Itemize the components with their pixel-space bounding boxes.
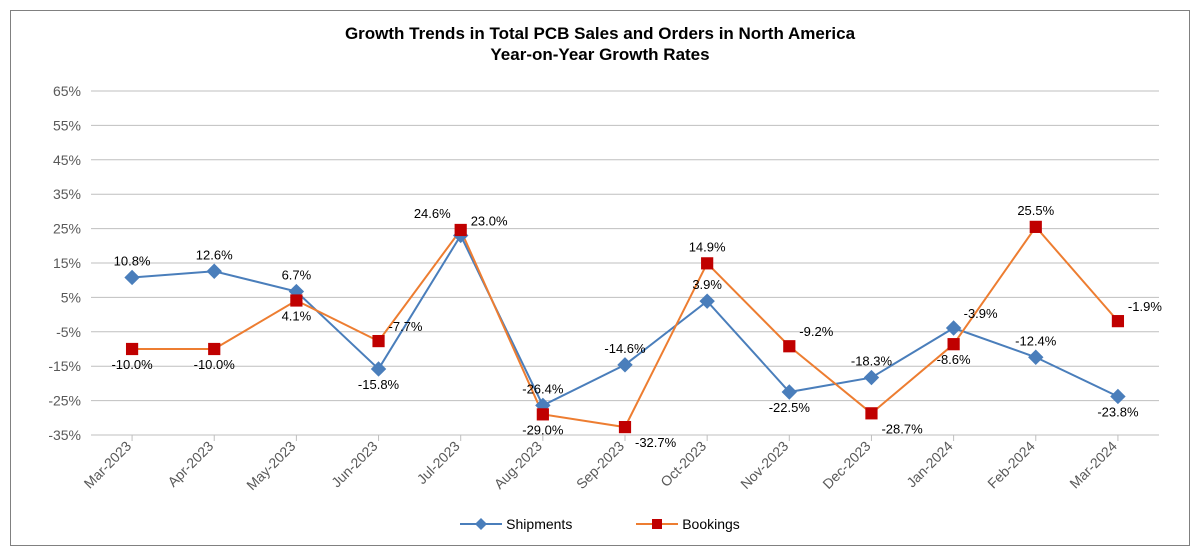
svg-text:25%: 25%	[53, 221, 81, 237]
legend-marker-bookings	[636, 516, 678, 532]
chart-frame: Growth Trends in Total PCB Sales and Ord…	[10, 10, 1190, 546]
data-label: -32.7%	[635, 435, 677, 450]
data-label: -26.4%	[522, 381, 564, 396]
svg-text:45%: 45%	[53, 152, 81, 168]
data-label: 6.7%	[282, 268, 312, 283]
data-label: -10.0%	[194, 357, 236, 372]
chart-title-line2: Year-on-Year Growth Rates	[490, 45, 709, 64]
x-axis-label: Jun-2023	[328, 438, 381, 491]
legend-label-bookings: Bookings	[682, 516, 740, 532]
data-label: 23.0%	[471, 213, 508, 228]
svg-text:-5%: -5%	[56, 324, 81, 340]
svg-text:-35%: -35%	[48, 427, 81, 443]
legend-label-shipments: Shipments	[506, 516, 572, 532]
svg-text:5%: 5%	[61, 289, 81, 305]
data-label: -14.6%	[604, 341, 646, 356]
data-label: -3.9%	[964, 306, 998, 321]
data-label: -7.7%	[389, 319, 423, 334]
x-axis-label: May-2023	[243, 438, 298, 493]
data-label: -8.6%	[937, 352, 971, 367]
x-axis-label: Sep-2023	[573, 438, 627, 492]
data-label: -12.4%	[1015, 333, 1057, 348]
svg-text:35%: 35%	[53, 186, 81, 202]
plot-area: -35%-25%-15%-5%5%15%25%35%45%55%65%Mar-2…	[91, 91, 1159, 435]
chart-svg: -35%-25%-15%-5%5%15%25%35%45%55%65%Mar-2…	[91, 91, 1159, 505]
data-label: -15.8%	[358, 377, 400, 392]
data-label: 24.6%	[414, 206, 451, 221]
x-axis-label: Nov-2023	[737, 438, 791, 492]
legend-marker-shipments	[460, 516, 502, 532]
data-label: -1.9%	[1128, 299, 1162, 314]
svg-text:15%: 15%	[53, 255, 81, 271]
x-axis-label: Jul-2023	[414, 438, 463, 487]
data-label: 3.9%	[692, 277, 722, 292]
data-label: -29.0%	[522, 422, 564, 437]
chart-outer: Growth Trends in Total PCB Sales and Ord…	[0, 0, 1200, 556]
data-label: 12.6%	[196, 247, 233, 262]
x-axis-label: Apr-2023	[164, 438, 216, 490]
data-label: 10.8%	[114, 253, 151, 268]
x-axis-label: Jan-2024	[903, 438, 956, 491]
data-label: 4.1%	[282, 308, 312, 323]
svg-text:-25%: -25%	[48, 393, 81, 409]
x-axis-label: Mar-2024	[1066, 438, 1120, 492]
data-label: -22.5%	[769, 400, 811, 415]
data-label: -28.7%	[881, 421, 923, 436]
x-axis-label: Aug-2023	[491, 438, 545, 492]
x-axis-label: Dec-2023	[819, 438, 873, 492]
chart-title: Growth Trends in Total PCB Sales and Ord…	[11, 11, 1189, 66]
data-label: -10.0%	[111, 357, 153, 372]
data-label: -18.3%	[851, 354, 893, 369]
legend-item-shipments: Shipments	[460, 516, 572, 532]
data-label: -23.8%	[1097, 404, 1139, 419]
x-axis-label: Mar-2023	[81, 438, 135, 492]
legend: Shipments Bookings	[11, 516, 1189, 535]
svg-text:65%: 65%	[53, 83, 81, 99]
data-label: 25.5%	[1017, 203, 1054, 218]
svg-text:55%: 55%	[53, 117, 81, 133]
svg-text:-15%: -15%	[48, 358, 81, 374]
data-label: 14.9%	[689, 239, 726, 254]
data-label: -9.2%	[799, 324, 833, 339]
legend-item-bookings: Bookings	[636, 516, 740, 532]
x-axis-label: Feb-2024	[984, 438, 1038, 492]
chart-title-line1: Growth Trends in Total PCB Sales and Ord…	[345, 24, 855, 43]
